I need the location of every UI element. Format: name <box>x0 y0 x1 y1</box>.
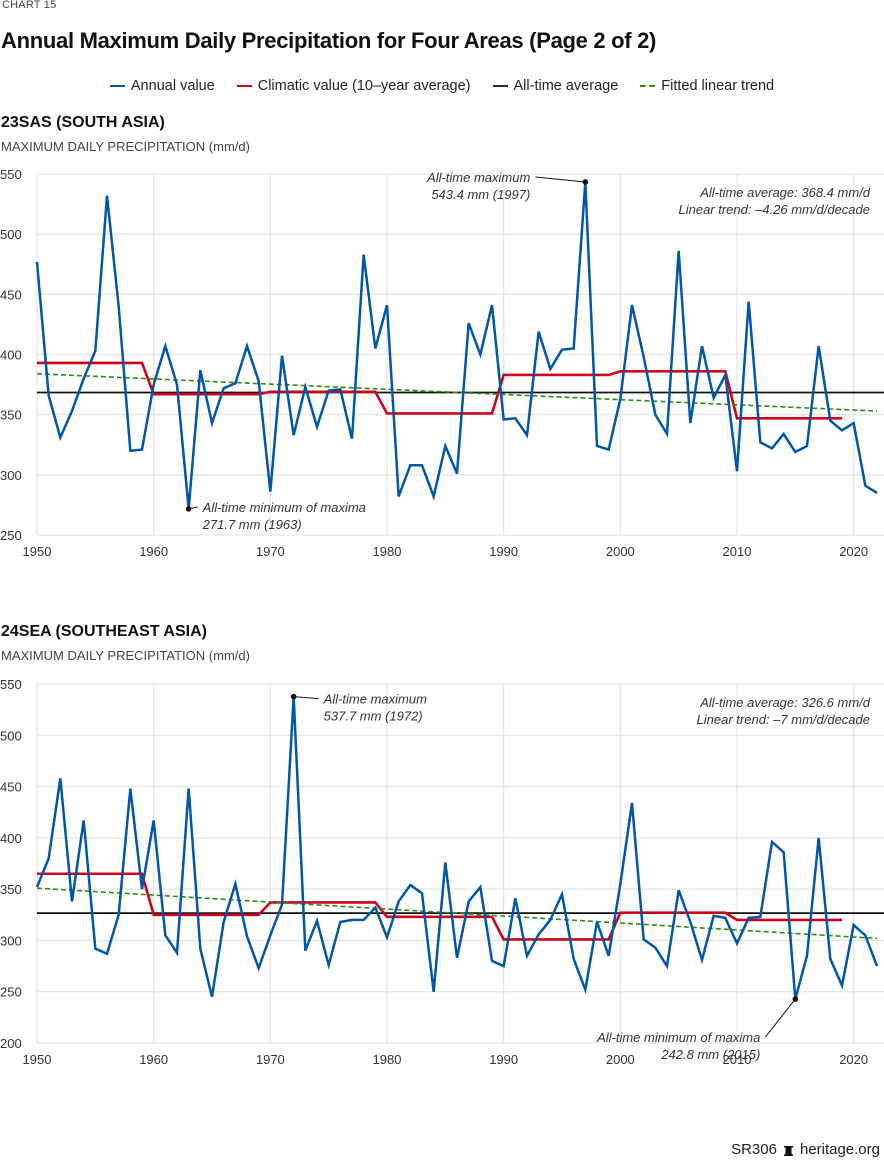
x-tick-label: 1980 <box>373 1052 402 1067</box>
y-tick-label: 250 <box>0 528 22 543</box>
y-tick-label: 300 <box>0 933 22 948</box>
chart-southeast-asia: 200 250 300 350 400 450 500 550 1950 1960 1970 1980… <box>0 677 884 1067</box>
y-tick-label: 400 <box>0 348 22 363</box>
x-tick-label: 2020 <box>839 544 868 559</box>
y-tick-label: 550 <box>0 677 22 692</box>
fitted-linear-trend-line <box>36 372 878 412</box>
y-tick-label: 200 <box>0 1036 22 1051</box>
stats-annotation: All-time average: 326.6 mm/d <box>699 695 871 710</box>
x-tick-label: 1990 <box>489 1052 518 1067</box>
x-tick-label: 1970 <box>256 544 285 559</box>
y-tick-label: 400 <box>0 831 22 846</box>
legend-swatch-climatic <box>236 85 252 87</box>
legend-label: All-time average <box>513 78 619 94</box>
x-tick-label: 1980 <box>373 544 402 559</box>
min-annotation: All-time minimum of maxima <box>596 1030 760 1045</box>
max-annotation: 543.4 mm (1997) <box>431 187 530 202</box>
y-tick-label: 350 <box>0 408 22 423</box>
x-tick-label: 2010 <box>723 1052 752 1067</box>
legend-swatch-annual <box>109 85 125 87</box>
y-tick-label: 550 <box>0 167 22 182</box>
max-leader-line <box>293 696 319 700</box>
legend-item-average: All-time average <box>492 78 619 94</box>
y-tick-label: 500 <box>0 227 22 242</box>
min-annotation: All-time minimum of maxima <box>202 500 366 515</box>
legend-swatch-average <box>492 85 508 87</box>
x-tick-label: 2010 <box>723 544 752 559</box>
stats-annotation: All-time average: 368.4 mm/d <box>699 185 871 200</box>
stats-annotation: Linear trend: –7 mm/d/decade <box>697 712 870 727</box>
min-leader-line <box>188 506 198 510</box>
y-axis-title: MAXIMUM DAILY PRECIPITATION (mm/d) <box>1 648 250 663</box>
x-tick-label: 1950 <box>23 1052 52 1067</box>
min-annotation: 242.8 mm (2015) <box>660 1047 760 1062</box>
max-annotation: All-time maximum <box>323 692 427 707</box>
min-annotation: 271.7 mm (1963) <box>202 517 302 532</box>
chart-south-asia: 250 300 350 400 450 500 550 1950 1960 1970 1980 199… <box>0 167 884 559</box>
min-marker <box>185 506 192 512</box>
legend-item-trend: Fitted linear trend <box>640 78 774 94</box>
stats-annotation: Linear trend: –4.26 mm/d/decade <box>678 202 870 217</box>
chart-title: Annual Maximum Daily Precipitation for F… <box>1 28 657 53</box>
max-annotation: All-time maximum <box>426 170 530 185</box>
y-tick-label: 450 <box>0 780 22 795</box>
chart-number-label: CHART 15 <box>2 0 57 11</box>
max-annotation: 537.7 mm (1972) <box>324 709 423 724</box>
x-tick-label: 1970 <box>256 1052 285 1067</box>
y-tick-label: 500 <box>0 728 22 743</box>
legend-label: Fitted linear trend <box>661 78 775 94</box>
x-tick-label: 1960 <box>139 544 168 559</box>
legend-item-annual: Annual value <box>109 78 215 94</box>
y-axis-title: MAXIMUM DAILY PRECIPITATION (mm/d) <box>1 139 250 154</box>
x-tick-label: 1950 <box>23 544 52 559</box>
legend-label: Climatic value (10–year average) <box>257 78 471 94</box>
annual-value-line <box>35 181 878 510</box>
y-tick-label: 450 <box>0 287 22 302</box>
panel-title-southeast-asia: 24SEA (SOUTHEAST ASIA) <box>1 623 207 640</box>
report-code: SR306 <box>731 1141 777 1158</box>
legend: Annual value Climatic value (10–year ave… <box>0 78 884 94</box>
x-tick-label: 2000 <box>606 544 635 559</box>
y-tick-label: 250 <box>0 985 22 1000</box>
min-leader-line <box>764 998 796 1038</box>
site-link[interactable]: heritage.org <box>799 1141 880 1158</box>
annual-value-line <box>35 696 879 1000</box>
y-tick-label: 350 <box>0 882 22 897</box>
fitted-linear-trend-line <box>36 887 878 940</box>
legend-label: Annual value <box>130 78 215 94</box>
x-tick-label: 1960 <box>139 1052 168 1067</box>
y-tick-label: 300 <box>0 468 22 483</box>
x-tick-label: 1990 <box>489 544 518 559</box>
legend-item-climatic: Climatic value (10–year average) <box>236 78 471 94</box>
x-tick-label: 2000 <box>606 1052 635 1067</box>
footer: SR306 heritage.org <box>731 1141 880 1158</box>
max-leader-line <box>535 176 586 183</box>
liberty-bell-icon <box>783 1144 794 1156</box>
x-tick-label: 2020 <box>839 1052 868 1067</box>
panel-title-south-asia: 23SAS (SOUTH ASIA) <box>1 114 165 131</box>
legend-swatch-trend <box>640 85 656 87</box>
